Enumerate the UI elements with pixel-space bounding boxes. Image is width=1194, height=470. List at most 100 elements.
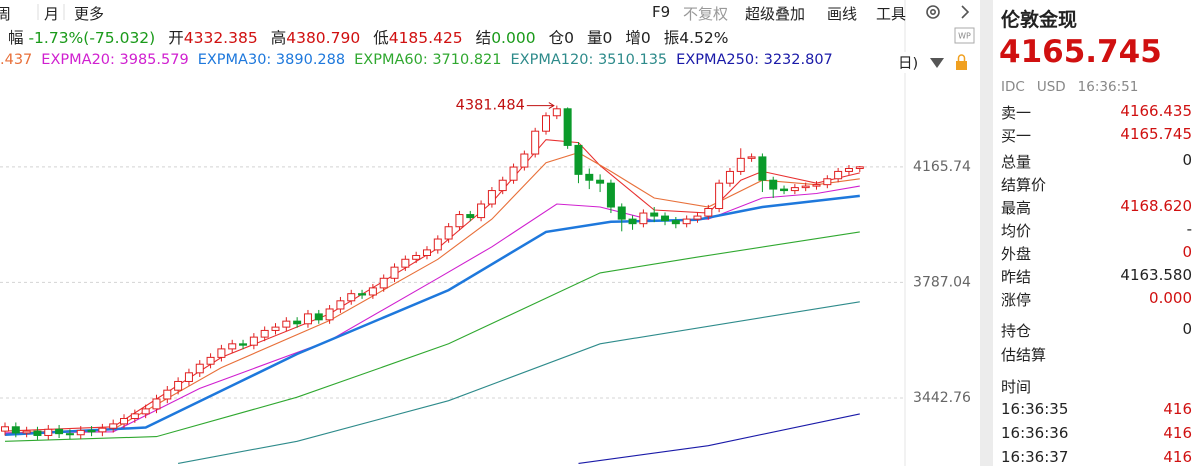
candle-body [444,226,453,240]
quote-value: 0 [1182,243,1192,261]
info-label: 开 [168,29,184,47]
quote-value: 0 [1182,320,1192,338]
candle-body [650,212,659,217]
quote-label: 最高 [1001,199,1032,217]
ema-line [578,413,860,464]
candle-body [33,430,42,436]
trade-time: 16:36:37 [1001,448,1069,466]
tool-f9[interactable]: F9 [652,3,671,21]
quote-row: 涨停 0.000 [1001,289,1192,311]
quote-value: 4168.620 [1120,197,1192,215]
info-bar: 幅 -1.73%(-75.032) 开4332.385 高4380.790 低418… [8,26,729,48]
candle-body [563,108,572,146]
candle-body [271,326,280,331]
max-arrow [548,102,555,110]
ema-line [4,231,860,442]
candle-body [174,380,183,391]
candle-body [347,293,356,302]
candle-body [606,182,615,208]
meta-item: IDC [1001,79,1025,95]
quote-row: 昨结 4163.580 [1001,266,1192,288]
tool-draw[interactable]: 画线 [827,5,858,23]
quote-value: - [1186,220,1192,238]
info-label: 低 [373,29,389,47]
candle-body [855,166,864,170]
quote-label: 结算价 [1001,176,1047,194]
candle-body [336,300,345,310]
quote-value: 0.000 [1149,289,1192,307]
info-item: 结0.000 [476,26,536,48]
candle-body [282,320,291,328]
panel-title: 伦敦金现 [1001,9,1078,31]
time-header: 时间 [1001,378,1032,396]
info-value: 4380.790 [286,29,361,47]
candle-body [314,313,323,321]
quote-label: 均价 [1001,222,1032,240]
candle-body [217,348,226,358]
tool-no-adjust[interactable]: 不复权 [683,5,729,23]
candle-body [55,428,64,435]
ema-line [4,194,860,436]
max-label: 4381.484 [456,98,525,114]
tab-more[interactable]: 更多 [74,5,105,23]
candle-body [834,170,843,180]
svg-text:WP: WP [958,32,971,41]
ema-line [4,185,860,434]
candle-body [206,356,215,365]
info-value: 0 [640,29,651,47]
tool-tools[interactable]: 工具 [876,5,907,23]
candle-body [163,389,172,400]
info-item: 仓0 [549,26,574,48]
candle-body [758,156,767,181]
candle-body [412,255,421,260]
candle-body [812,184,821,187]
trade-price: 416 [1163,448,1192,466]
info-item: 开4332.385 [168,26,257,48]
lock-icon[interactable] [956,54,967,70]
tab-month[interactable]: 月 [44,5,60,23]
candle-body [433,238,442,251]
candle-body [498,179,507,192]
settings-icon[interactable] [926,5,940,19]
quote-row: 均价 - [1001,220,1192,242]
candle-body [228,343,237,350]
y-tick-label: 4165.74 [913,159,971,175]
tool-overlay[interactable]: 超级叠加 [745,5,806,23]
candle-body [239,343,248,346]
candle-body [293,320,302,325]
legend-entry: EXPMA20: 3985.579 [41,52,189,68]
candle-body [769,179,778,190]
candle-body [260,329,269,338]
candle-body [617,206,626,220]
candle-body [477,203,486,219]
trade-row: 16:36:37 416 [1001,448,1192,470]
candle-body [790,187,799,192]
change-value: -1.73%(-75.032) [28,29,156,47]
candle-body [531,130,540,155]
candle-body [44,428,53,436]
legend: .437 EXPMA20: 3985.579 EXPMA30: 3890.288 EX… [0,52,833,68]
ema-line [4,152,860,434]
quote-label: 总量 [1001,153,1032,171]
candle-body [509,166,518,181]
candle-body [671,220,680,225]
candle-body [552,108,561,117]
candle-body [358,293,367,296]
quote-panel: 伦敦金现 4165.745 IDC USD 16:36:51 卖一 4166.435 买… [993,0,1194,466]
legend-entry: .437 [0,52,33,68]
next-icon[interactable] [961,5,970,19]
candle-body [390,266,399,279]
candle-body [22,430,31,434]
candle-body [152,398,161,410]
candle-body [596,179,605,184]
quote-value: 4163.580 [1120,266,1192,284]
dropdown-icon[interactable] [930,58,944,68]
quote-value: 0 [1182,151,1192,169]
quote-label: 买一 [1001,127,1032,145]
candle-body [11,426,20,434]
candle-body [844,168,853,172]
legend-entry: EXPMA30: 3890.288 [197,52,346,68]
tab-week[interactable]: 周 [0,5,12,23]
candle-body [65,433,74,436]
